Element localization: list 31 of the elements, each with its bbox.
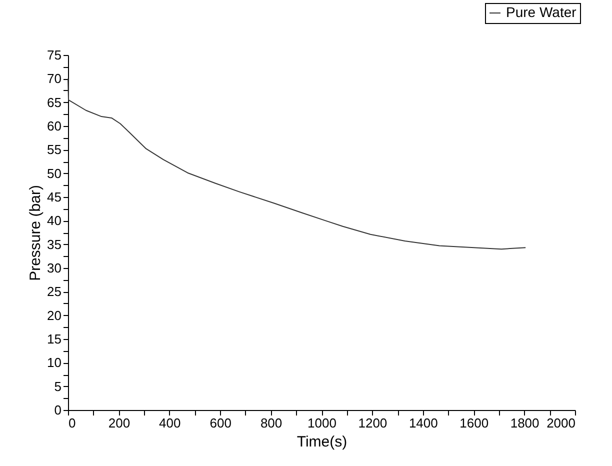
y-tick-label: 20 xyxy=(47,308,62,323)
y-tick-label: 75 xyxy=(47,48,62,62)
x-axis-title: Time(s) xyxy=(296,434,348,450)
y-tick-label: 60 xyxy=(47,118,62,134)
x-tick-label: 1600 xyxy=(460,416,489,430)
y-tick-label: 0 xyxy=(54,402,62,418)
y-tick-label: 15 xyxy=(47,332,62,346)
x-tick-label: 0 xyxy=(68,416,76,430)
y-tick-label: 35 xyxy=(47,236,62,252)
x-tick-label: 2000 xyxy=(546,416,576,430)
y-axis-title: Pressure (bar) xyxy=(27,185,44,281)
y-tick-label: 50 xyxy=(47,166,62,181)
x-tick-label: 200 xyxy=(108,416,130,430)
y-tick-label: 40 xyxy=(47,213,62,228)
y-tick-label: 5 xyxy=(54,378,62,394)
y-tick-label: 55 xyxy=(47,142,62,158)
line-series xyxy=(68,78,526,250)
y-tick-label: 30 xyxy=(47,260,62,276)
x-tick-label: 800 xyxy=(260,416,282,430)
y-tick-label: 65 xyxy=(47,94,62,110)
x-tick-label: 600 xyxy=(210,416,232,430)
y-tick-label: 70 xyxy=(47,71,62,86)
legend-label: Pure Water xyxy=(506,4,577,20)
y-tick-label: 25 xyxy=(47,284,62,300)
x-tick-label: 1400 xyxy=(408,416,438,430)
x-tick-label: 400 xyxy=(159,416,181,430)
x-tick-label: 1800 xyxy=(510,416,540,430)
x-tick-label: 1000 xyxy=(308,416,336,430)
y-tick-label: 10 xyxy=(47,355,62,370)
x-tick-label: 1200 xyxy=(358,416,388,430)
y-tick-label: 45 xyxy=(47,190,62,204)
